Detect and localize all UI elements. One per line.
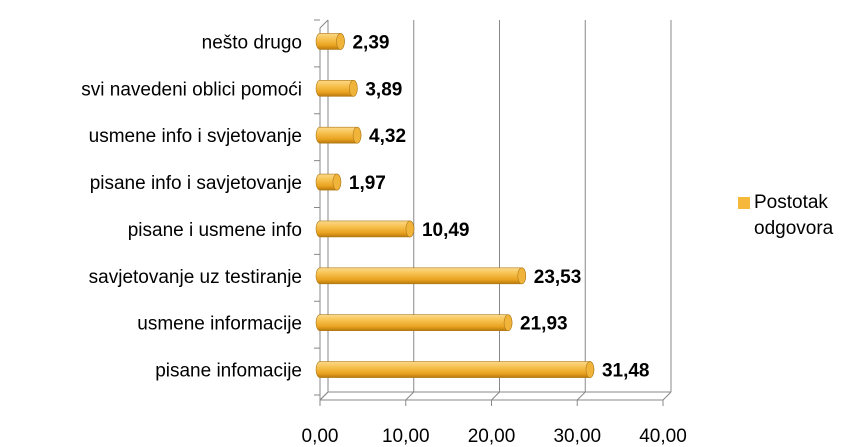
- data-label: 1,97: [349, 173, 386, 194]
- data-label: 3,89: [365, 79, 402, 100]
- bar-cap: [517, 267, 527, 285]
- axis-line: [319, 19, 329, 29]
- y-tick-label: pisane info i savjetovanje: [90, 173, 302, 194]
- bar: [315, 267, 527, 285]
- y-tick-label: usmene info i svjetovanje: [89, 126, 302, 147]
- data-label: 4,32: [369, 126, 406, 147]
- y-tick-label: pisane infomacije: [155, 361, 302, 382]
- bar-cap: [585, 361, 595, 378]
- tick-mark: [405, 391, 415, 401]
- tick-mark: [662, 391, 672, 401]
- y-tick-label: savjetovanje uz testiranje: [89, 267, 302, 288]
- x-tick-label: 20,00: [468, 426, 516, 447]
- data-label: 10,49: [422, 220, 470, 241]
- bar: [315, 220, 415, 238]
- bar-cap: [349, 80, 358, 97]
- data-label: 21,93: [520, 314, 568, 335]
- y-tick-label: pisane i usmene info: [128, 220, 302, 241]
- x-tick-label: 0,00: [302, 426, 339, 447]
- data-label: 31,48: [602, 361, 650, 382]
- bar-cap: [332, 173, 342, 191]
- tick-mark: [576, 391, 586, 401]
- bar-cap: [405, 220, 415, 238]
- data-label: 2,39: [352, 32, 389, 53]
- tick-mark: [491, 391, 500, 401]
- bar-cap: [503, 314, 513, 331]
- tick-mark: [319, 391, 329, 401]
- bar-cap: [352, 126, 362, 144]
- legend: Postotak odgovora: [738, 190, 858, 242]
- legend-swatch: [738, 197, 750, 209]
- x-tick-label: 40,00: [639, 426, 687, 447]
- bar-cap: [336, 33, 345, 50]
- legend-label: Postotak odgovora: [754, 192, 834, 239]
- y-tick-label: svi navedeni oblici pomoći: [81, 79, 302, 100]
- x-tick-label: 30,00: [553, 426, 601, 447]
- bar: [315, 314, 513, 331]
- data-label: 23,53: [534, 267, 582, 288]
- bar: [315, 361, 595, 378]
- x-tick-label: 10,00: [382, 426, 430, 447]
- y-tick-label: nešto drugo: [202, 32, 302, 53]
- y-tick-label: usmene informacije: [137, 314, 302, 335]
